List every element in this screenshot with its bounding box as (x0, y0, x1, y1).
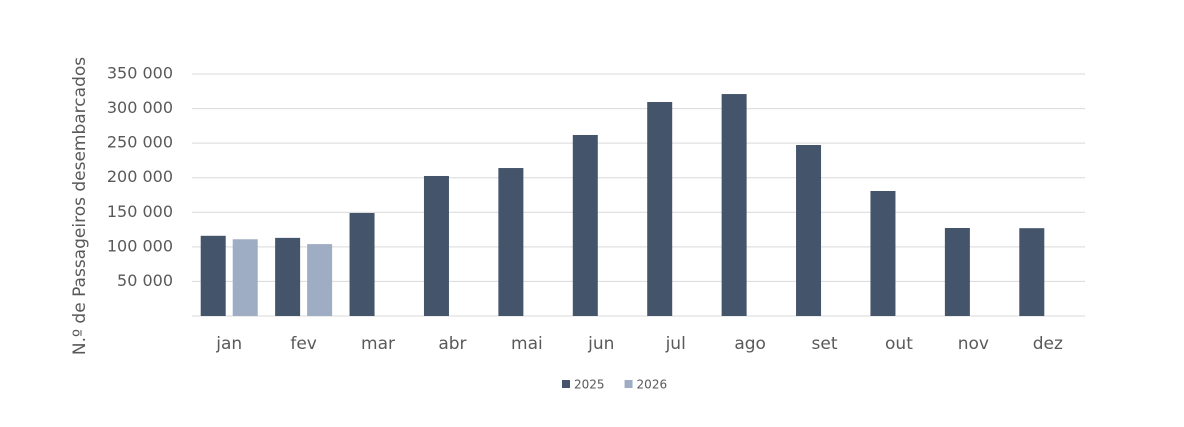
y-tick-label: 250 000 (107, 133, 173, 152)
x-tick-label: dez (1033, 334, 1063, 354)
y-tick-label: 150 000 (107, 202, 173, 221)
bar (572, 134, 598, 316)
y-tick-label: 50 000 (117, 271, 173, 290)
bar (1019, 228, 1045, 316)
bar (498, 168, 524, 316)
x-tick-label: ago (734, 334, 766, 354)
y-tick-label: 100 000 (107, 236, 173, 255)
x-tick-label: set (812, 334, 838, 354)
bar (944, 227, 970, 316)
legend-swatch (562, 380, 570, 388)
x-tick-label: nov (958, 334, 989, 354)
bar (307, 244, 333, 316)
bar (721, 94, 747, 317)
y-tick-label: 350 000 (107, 64, 173, 83)
bar (423, 175, 449, 316)
legend-label: 2025 (574, 378, 605, 392)
x-tick-label: mai (511, 334, 543, 354)
x-tick-label: out (885, 334, 913, 354)
bar (349, 212, 375, 316)
x-tick-label: fev (290, 334, 317, 354)
legend-swatch (624, 380, 633, 388)
x-tick-label: jun (587, 334, 614, 354)
y-tick-label: 300 000 (107, 98, 173, 117)
legend-label: 2026 (637, 378, 668, 392)
x-tick-label: jan (215, 334, 242, 354)
x-tick-label: jul (665, 334, 686, 354)
bar (796, 145, 822, 316)
bar (870, 190, 896, 316)
x-tick-label: abr (438, 334, 466, 354)
x-tick-label: mar (361, 334, 395, 354)
bar (232, 239, 258, 316)
bar (275, 237, 301, 316)
y-tick-label: 200 000 (107, 167, 173, 186)
bar (200, 235, 226, 316)
bar (647, 102, 673, 316)
y-axis-label: N.º de Passageiros desembarcados (70, 57, 90, 355)
